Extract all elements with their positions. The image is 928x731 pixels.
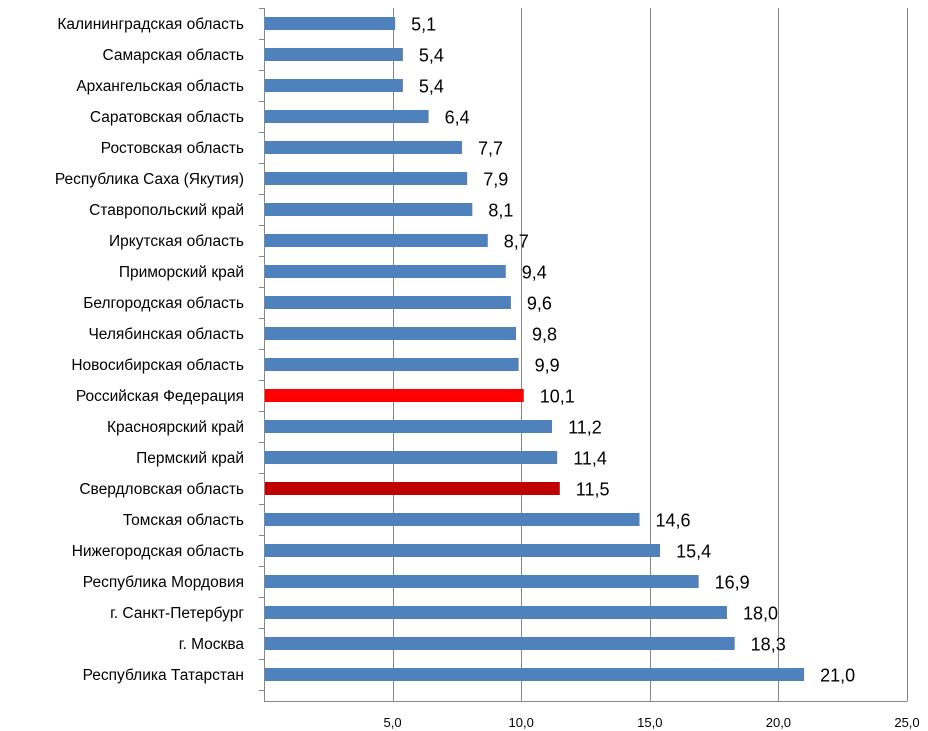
value-label-item-13: 11,2 — [568, 418, 602, 438]
value-label-item-9: 9,6 — [527, 294, 552, 314]
category-label-item-8: Приморский край — [119, 264, 244, 281]
category-label-item-3: Саратовская область — [90, 109, 244, 126]
category-label-item-14: Пермский край — [136, 450, 244, 467]
value-label-item-12: 10,1 — [540, 387, 575, 407]
category-label-item-0: Калининградская область — [57, 16, 244, 33]
value-label-item-17: 15,4 — [676, 542, 711, 562]
value-label-item-8: 9,4 — [522, 263, 547, 283]
category-label-item-12: Российская Федерация — [76, 388, 244, 405]
value-label-item-10: 9,8 — [532, 325, 557, 345]
value-label-item-14: 11,4 — [573, 449, 607, 469]
x-tick-label-2: 15,0 — [637, 715, 662, 730]
bars — [265, 17, 805, 681]
bar-item-20 — [265, 637, 735, 650]
bar-item-1 — [265, 48, 403, 61]
category-label-item-20: г. Москва — [179, 636, 245, 653]
value-label-item-0: 5,1 — [411, 15, 436, 35]
bar-item-4 — [265, 141, 463, 154]
bar-item-17 — [265, 544, 661, 557]
bar-item-12 — [265, 389, 524, 402]
bar-item-6 — [265, 203, 473, 216]
value-label-item-21: 21,0 — [820, 666, 855, 686]
bar-item-10 — [265, 327, 517, 340]
x-tick-labels: 5,0 10,0 15,0 20,0 25,0 — [384, 715, 920, 730]
category-label-item-18: Республика Мордовия — [83, 574, 244, 591]
value-label-item-3: 6,4 — [445, 108, 470, 128]
value-label-item-2: 5,4 — [419, 77, 444, 97]
bar-item-18 — [265, 575, 699, 588]
value-label-item-16: 14,6 — [656, 511, 691, 531]
bar-item-7 — [265, 234, 488, 247]
bar-item-5 — [265, 172, 468, 185]
category-label-item-10: Челябинская область — [88, 326, 244, 343]
category-label-item-16: Томская область — [123, 512, 244, 529]
value-label-item-7: 8,7 — [504, 232, 529, 252]
category-label-item-11: Новосибирская область — [71, 357, 244, 374]
category-label-item-4: Ростовская область — [101, 140, 244, 157]
category-label-item-9: Белгородская область — [83, 295, 244, 312]
value-label-item-19: 18,0 — [743, 604, 778, 624]
bar-item-14 — [265, 451, 558, 464]
bar-item-2 — [265, 79, 403, 92]
x-tick-label-3: 20,0 — [766, 715, 791, 730]
bar-item-15 — [265, 482, 560, 495]
bar-item-19 — [265, 606, 727, 619]
value-label-item-6: 8,1 — [488, 201, 513, 221]
value-label-item-4: 7,7 — [478, 139, 503, 159]
bar-item-0 — [265, 17, 396, 30]
category-label-item-21: Республика Татарстан — [83, 667, 244, 684]
value-label-item-18: 16,9 — [715, 573, 750, 593]
category-label-item-13: Красноярский край — [107, 419, 244, 436]
value-labels: 5,15,45,46,47,77,98,18,79,49,69,89,910,1… — [411, 15, 855, 686]
x-tick-label-4: 25,0 — [894, 715, 919, 730]
value-label-item-15: 11,5 — [576, 480, 610, 500]
gridlines — [393, 8, 908, 701]
value-label-item-20: 18,3 — [751, 635, 786, 655]
bar-item-16 — [265, 513, 640, 526]
category-label-item-1: Самарская область — [103, 47, 244, 64]
value-label-item-1: 5,4 — [419, 46, 444, 66]
category-label-item-7: Иркутская область — [109, 233, 244, 250]
bar-item-21 — [265, 668, 805, 681]
category-labels: Калининградская область Самарская область… — [55, 16, 245, 684]
bar-item-3 — [265, 110, 429, 123]
category-label-item-5: Республика Саха (Якутия) — [55, 171, 244, 188]
value-label-item-11: 9,9 — [535, 356, 560, 376]
x-tick-label-1: 10,0 — [509, 715, 534, 730]
axes — [259, 8, 908, 702]
category-label-item-15: Свердловская область — [79, 481, 244, 498]
bar-item-9 — [265, 296, 511, 309]
value-label-item-5: 7,9 — [483, 170, 508, 190]
category-label-item-17: Нижегородская область — [72, 543, 244, 560]
bar-item-8 — [265, 265, 506, 278]
category-label-item-19: г. Санкт-Петербург — [110, 605, 244, 622]
bar-item-13 — [265, 420, 553, 433]
bar-item-11 — [265, 358, 519, 371]
category-label-item-6: Ставропольский край — [89, 202, 244, 219]
category-label-item-2: Архангельская область — [76, 78, 244, 95]
x-tick-label-0: 5,0 — [384, 715, 402, 730]
